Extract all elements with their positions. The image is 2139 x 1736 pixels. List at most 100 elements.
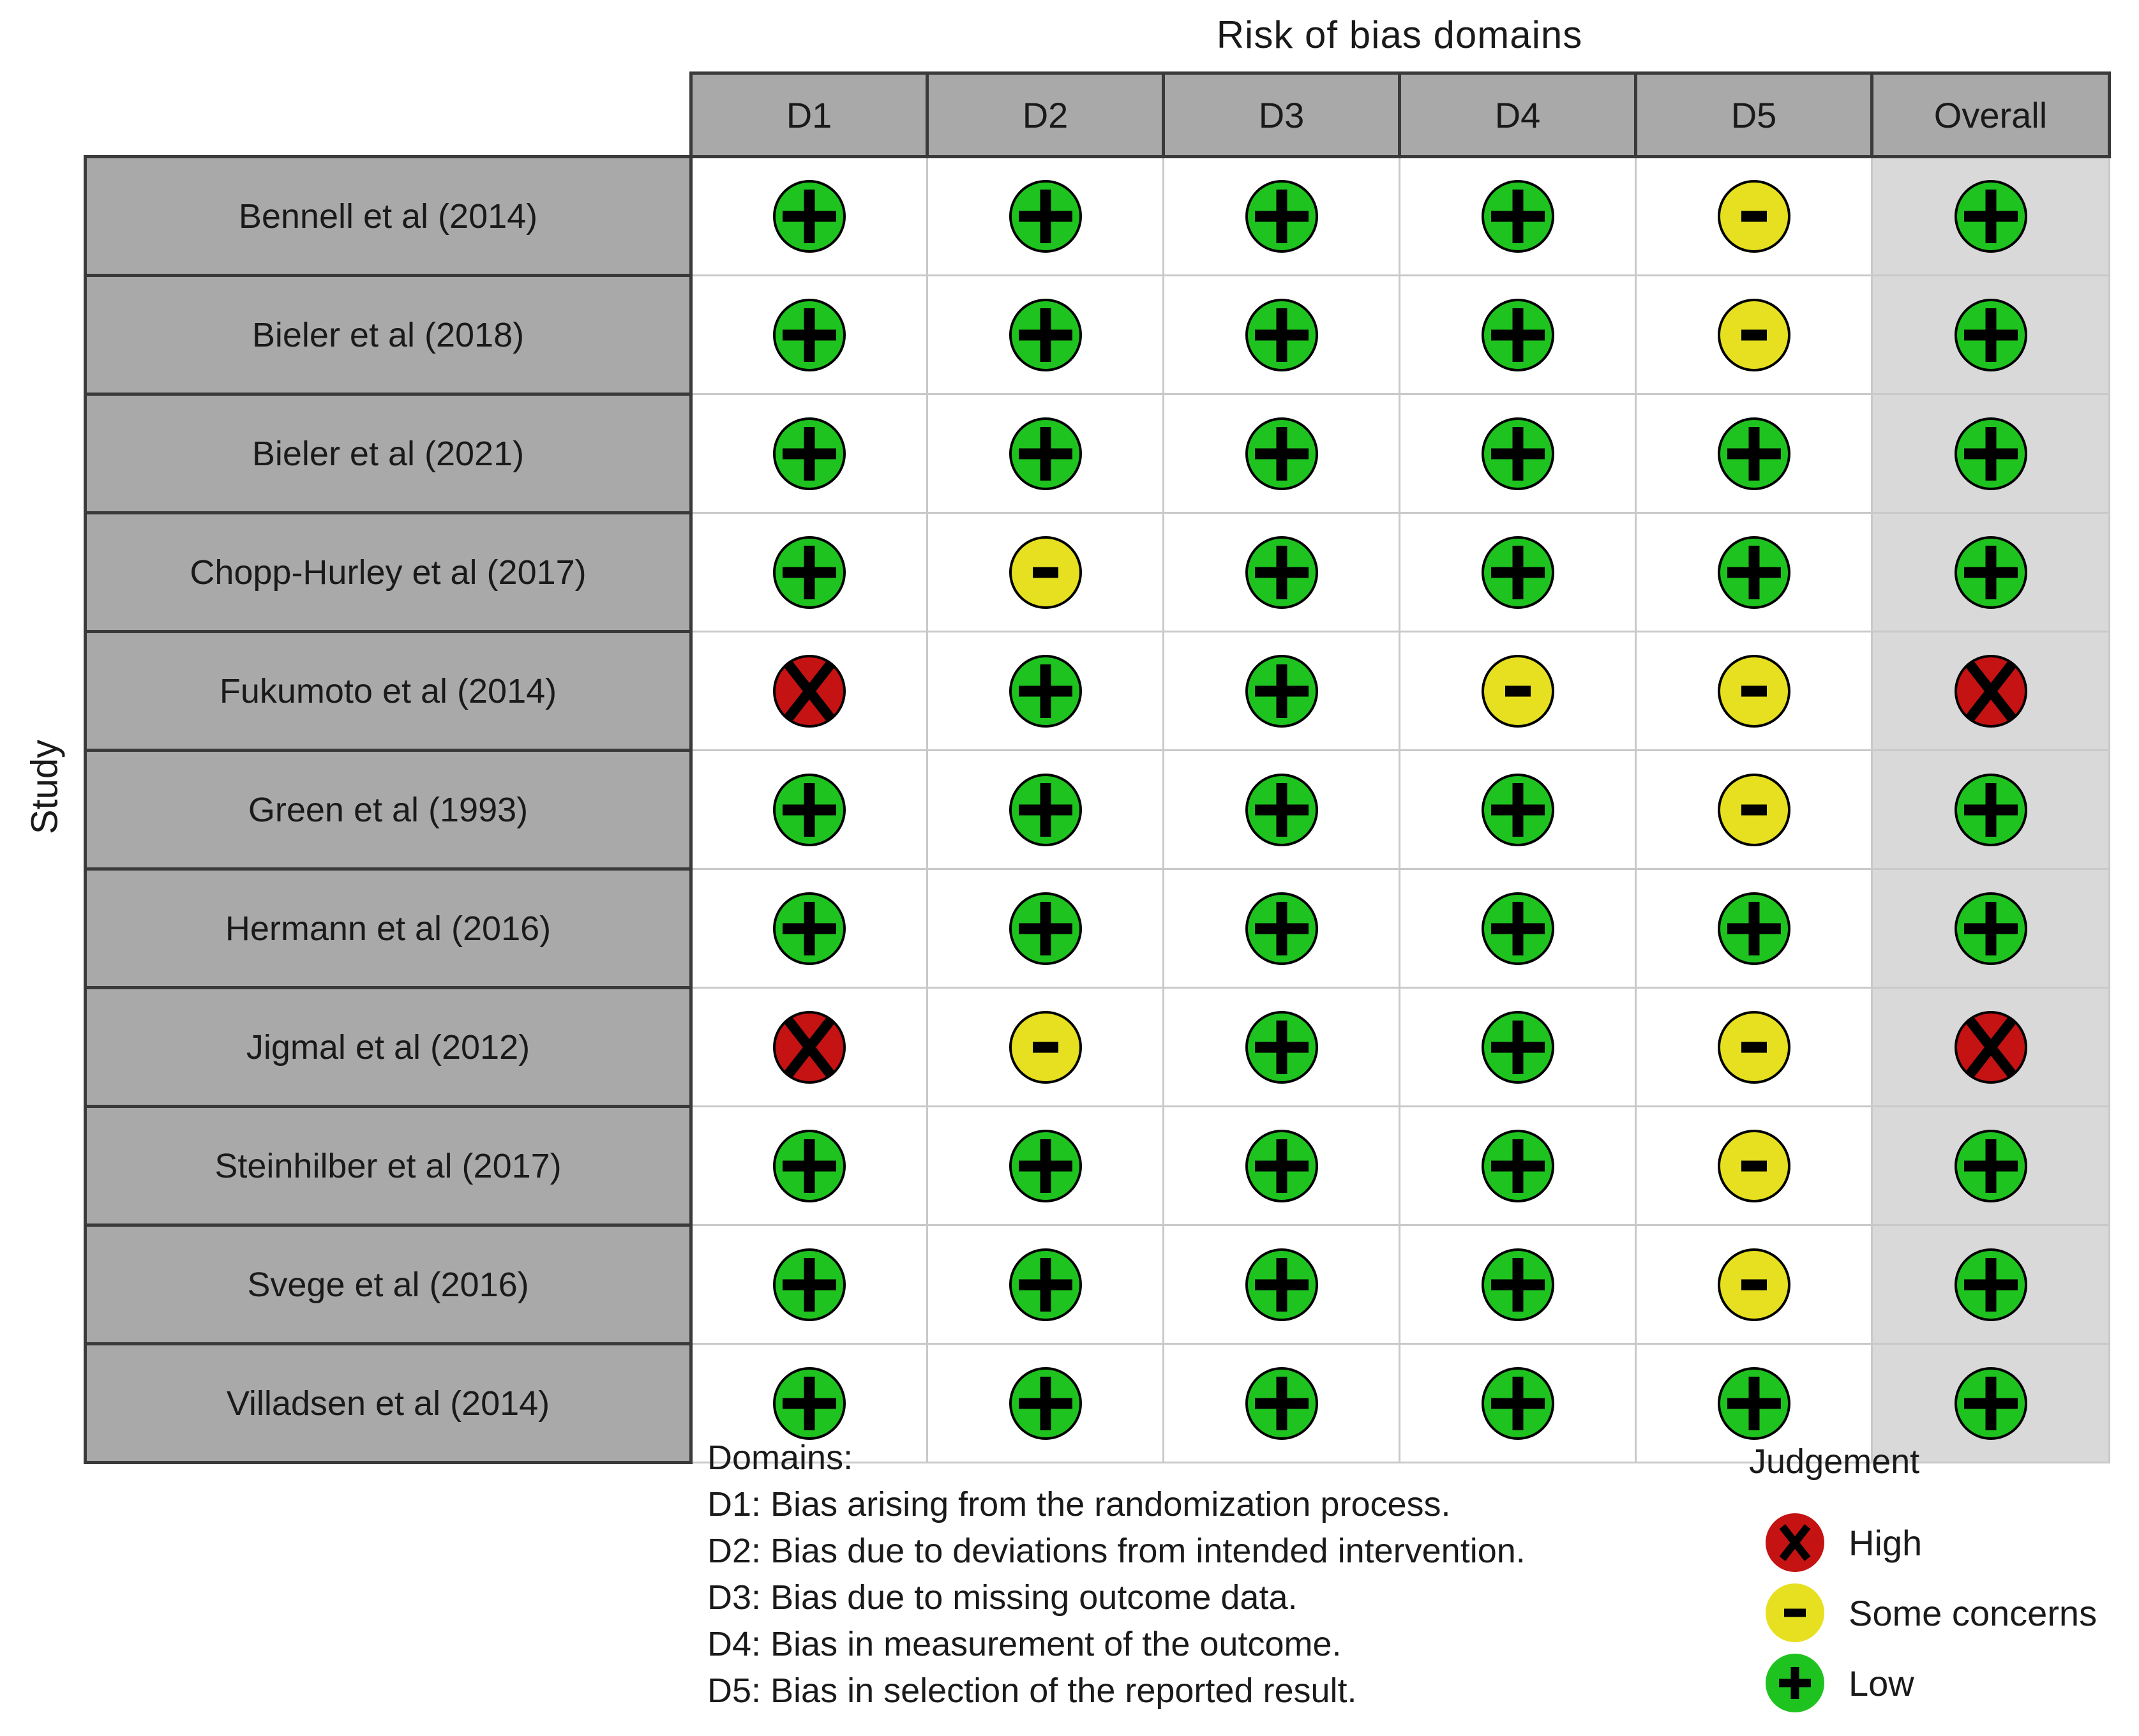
judgment-cell: [926, 156, 1164, 276]
judgment-cell: [690, 1343, 928, 1463]
rob-table: D1 D2 D3 D4 D5 Overall Bennell et al (20…: [84, 71, 2111, 1464]
judgment-cell: [1871, 393, 2110, 514]
judgment-cell: [1162, 393, 1400, 514]
judgment-cell: [690, 868, 928, 989]
study-label: Steinhilber et al (2017): [84, 1105, 693, 1227]
judgment-low-icon: [1954, 298, 2027, 371]
plus-symbol-icon: [1248, 181, 1316, 251]
judgment-low-icon: [1245, 654, 1318, 728]
plus-symbol-icon: [1248, 894, 1316, 964]
plus-symbol-icon: [1484, 181, 1552, 251]
plus-symbol-icon: [776, 1131, 843, 1201]
plus-symbol-icon: [1720, 1368, 1788, 1439]
judgement-legend: Judgement High Some concerns Low: [1749, 1439, 2097, 1724]
judgment-cell: [690, 393, 928, 514]
judgment-cell: [690, 749, 928, 870]
plus-symbol-icon: [1957, 537, 2025, 608]
judgment-low-icon: [773, 1248, 846, 1321]
plus-symbol-icon: [1957, 1131, 2025, 1201]
judgment-cell: [690, 1105, 928, 1226]
judgment-low-icon: [1009, 298, 1082, 371]
table-row: Hermann et al (2016): [84, 867, 2110, 989]
judgment-low-icon: [773, 1129, 846, 1202]
plus-symbol-icon: [1957, 1368, 2025, 1439]
judgment-cell: [1635, 1343, 1873, 1463]
study-label: Villadsen et al (2014): [84, 1342, 693, 1464]
plus-symbol-icon: [1484, 419, 1552, 489]
table-row: Bieler et al (2018): [84, 274, 2110, 396]
judgment-cell: [926, 1105, 1164, 1226]
minus-symbol-icon: [1720, 181, 1788, 251]
judgment-cell: [926, 1224, 1164, 1345]
domains-note-line: D3: Bias due to missing outcome data.: [707, 1578, 1298, 1617]
judgment-some_concerns-icon: [1717, 1129, 1790, 1202]
minus-symbol-icon: [1720, 1250, 1788, 1320]
judgment-cell: [1399, 631, 1637, 751]
judgment-low-icon: [773, 892, 846, 965]
high-risk-icon: [1766, 1513, 1824, 1572]
legend-label: High: [1849, 1522, 1923, 1563]
legend-label: Low: [1849, 1663, 1914, 1703]
x-symbol-icon: [776, 656, 843, 726]
judgment-cell: [1399, 156, 1637, 276]
plus-symbol-icon: [1957, 300, 2025, 370]
rob-table-body: Bennell et al (2014) Bieler et al (2018) B…: [84, 155, 2110, 1464]
minus-symbol-icon: [1720, 656, 1788, 726]
domains-note-line: D5: Bias in selection of the reported re…: [707, 1672, 1357, 1710]
judgment-cell: [1635, 987, 1873, 1107]
judgment-high-icon: [1954, 1010, 2027, 1084]
judgment-cell: [1399, 749, 1637, 870]
judgment-some_concerns-icon: [1009, 535, 1082, 609]
judgment-cell: [1635, 156, 1873, 276]
plus-symbol-icon: [1248, 300, 1316, 370]
judgment-cell: [690, 1224, 928, 1345]
column-header-d4: D4: [1398, 71, 1637, 158]
judgment-low-icon: [1245, 1366, 1318, 1440]
plus-symbol-icon: [1484, 300, 1552, 370]
plus-symbol-icon: [776, 1250, 843, 1320]
plus-symbol-icon: [776, 181, 843, 251]
legend-item-some-concerns: Some concerns: [1766, 1583, 2097, 1642]
judgment-low-icon: [1954, 1248, 2027, 1321]
minus-symbol-icon: [1720, 775, 1788, 845]
judgment-low-icon: [1245, 773, 1318, 846]
judgment-cell: [926, 1343, 1164, 1463]
chart-title: Risk of bias domains: [1216, 13, 1583, 56]
x-symbol-icon: [1769, 1517, 1820, 1568]
judgment-low-icon: [773, 1366, 846, 1440]
domains-note-line: D2: Bias due to deviations from intended…: [707, 1532, 1526, 1570]
minus-symbol-icon: [1012, 537, 1079, 608]
plus-symbol-icon: [1957, 181, 2025, 251]
judgment-cell: [926, 868, 1164, 989]
judgment-low-icon: [1009, 1248, 1082, 1321]
judgment-cell: [1871, 274, 2110, 395]
judgment-low-icon: [1954, 417, 2027, 490]
plus-symbol-icon: [1484, 537, 1552, 608]
judgment-low-icon: [1481, 892, 1554, 965]
judgment-cell: [1871, 631, 2110, 751]
judgment-low-icon: [773, 417, 846, 490]
x-symbol-icon: [776, 1012, 843, 1082]
judgment-some_concerns-icon: [1481, 654, 1554, 728]
judgment-low-icon: [1954, 1129, 2027, 1202]
judgment-cell: [690, 156, 928, 276]
plus-symbol-icon: [1484, 1368, 1552, 1439]
plus-symbol-icon: [1248, 656, 1316, 726]
plus-symbol-icon: [1248, 1012, 1316, 1082]
minus-symbol-icon: [1720, 1012, 1788, 1082]
plus-symbol-icon: [1248, 537, 1316, 608]
table-row: Bennell et al (2014): [84, 155, 2110, 277]
plus-symbol-icon: [1720, 894, 1788, 964]
judgment-cell: [1162, 1343, 1400, 1463]
judgment-cell: [1635, 868, 1873, 989]
column-header-d5: D5: [1634, 71, 1873, 158]
study-label: Hermann et al (2016): [84, 867, 693, 989]
judgment-cell: [926, 631, 1164, 751]
judgment-cell: [1871, 987, 2110, 1107]
judgment-high-icon: [773, 1010, 846, 1084]
judgment-cell: [1162, 274, 1400, 395]
judgment-cell: [1399, 512, 1637, 632]
judgment-cell: [690, 512, 928, 632]
judgment-low-icon: [1954, 1366, 2027, 1440]
